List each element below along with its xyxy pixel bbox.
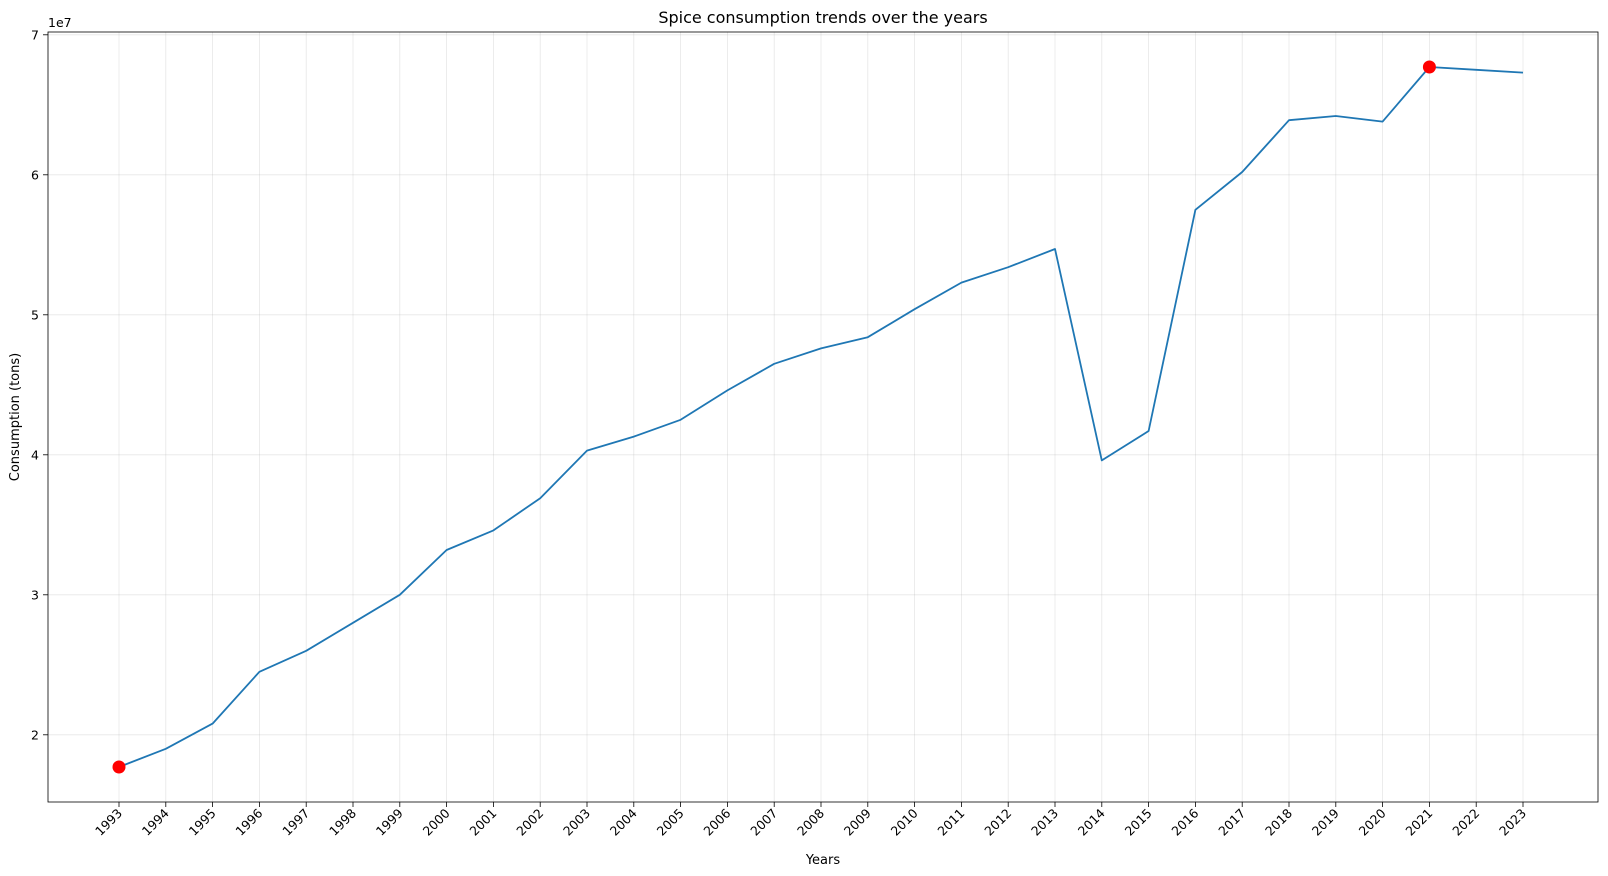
plot-frame: [47, 31, 1599, 803]
grid: [48, 32, 1598, 802]
x-tick-label: 2012: [981, 806, 1014, 839]
y-tick-label: 5: [31, 307, 39, 322]
x-tick-label: 2022: [1449, 806, 1482, 839]
x-tick-label: 2003: [560, 806, 593, 839]
x-tick-label: 2016: [1168, 805, 1201, 838]
x-tick-label: 2001: [466, 806, 499, 839]
x-tick-label: 1995: [186, 806, 219, 839]
x-tick-label: 2000: [420, 805, 453, 838]
highlight-markers: [112, 60, 1436, 774]
y-axis-label: Consumption (tons): [8, 353, 23, 481]
x-tick-label: 2023: [1496, 806, 1529, 839]
x-tick-label: 2014: [1075, 805, 1108, 838]
series-layer: [118, 66, 1524, 768]
y-tick-label: 7: [31, 27, 39, 42]
x-tick-label: 2002: [513, 806, 546, 839]
x-axis-label: Years: [805, 853, 841, 868]
x-tick-label: 1997: [279, 806, 312, 839]
x-tick-label: 1998: [326, 805, 359, 838]
x-tick-label: 2019: [1309, 805, 1342, 838]
y-axis-offset-label: 1e7: [48, 15, 72, 30]
x-tick-label: 2020: [1356, 805, 1389, 838]
x-tick-label: 2004: [607, 805, 640, 838]
y-tick-label: 4: [31, 447, 39, 462]
x-tick-label: 2010: [888, 805, 921, 838]
x-tick-label: 2007: [747, 806, 780, 839]
highlight-point: [1422, 60, 1436, 74]
y-tick-label: 3: [31, 587, 39, 602]
x-tick-label: 2018: [1262, 805, 1295, 838]
y-tick-label: 6: [31, 167, 39, 182]
y-tick-label: 2: [31, 727, 39, 742]
highlight-point: [112, 760, 126, 774]
x-tick-label: 1996: [232, 805, 265, 838]
x-tick-label: 1994: [139, 805, 172, 838]
x-tick-label: 2006: [700, 805, 733, 838]
x-tick-label: 2005: [654, 806, 687, 839]
x-tick-label: 2008: [794, 805, 827, 838]
x-tick-label: 1999: [373, 805, 406, 838]
chart-title: Spice consumption trends over the years: [658, 8, 987, 27]
series-line: [118, 66, 1524, 768]
x-tick-label: 2017: [1215, 806, 1248, 839]
axes-ticks: 1993 1994 1995 1996 1997 1998 1999 2000 2001 2002…: [31, 27, 1529, 838]
x-tick-label: 1993: [92, 806, 125, 839]
x-tick-label: 2021: [1402, 806, 1435, 839]
x-tick-label: 2013: [1028, 806, 1061, 839]
x-tick-label: 2009: [841, 805, 874, 838]
x-tick-label: 2015: [1122, 806, 1155, 839]
x-tick-label: 2011: [934, 806, 967, 839]
